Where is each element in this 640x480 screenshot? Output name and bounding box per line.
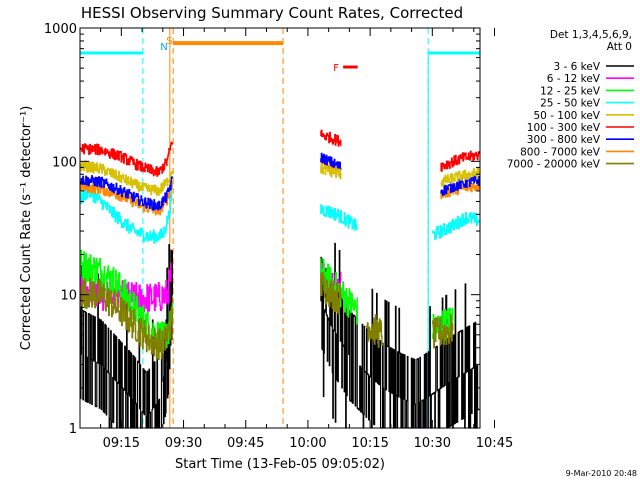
y-tick-label-0: 1 — [69, 422, 77, 437]
legend-header-1: Att 0 — [607, 41, 632, 53]
legend-label-0: 3 - 6 keV — [553, 61, 600, 73]
x-tick-label-0: 09:15 — [103, 436, 140, 451]
x-tick-label-5: 10:30 — [414, 436, 451, 451]
legend-label-3: 25 - 50 keV — [540, 98, 601, 110]
series-0-line — [79, 244, 173, 429]
series-3-line-b — [320, 204, 358, 231]
series-layer — [79, 129, 480, 429]
axes-layer: 09:15 09:30 09:45 10:00 10:15 10:30 10:45 1 10 10… — [44, 22, 513, 451]
y-axis-label: Corrected Count Rate (s⁻¹ detector⁻¹) — [19, 106, 34, 351]
legend-label-4: 50 - 100 keV — [533, 110, 600, 122]
timestamp: 9-Mar-2010 20:48 — [566, 469, 637, 478]
series-5-line — [79, 141, 174, 177]
legend-label-1: 6 - 12 keV — [547, 73, 601, 85]
series-4-line-b — [320, 163, 342, 180]
night-label: N — [160, 42, 167, 53]
flare-label: F — [333, 63, 339, 74]
x-tick-label-6: 10:45 — [476, 436, 513, 451]
series-6-line-b — [320, 152, 342, 171]
legend-label-2: 12 - 25 keV — [540, 85, 601, 97]
series-3-line-b — [432, 211, 480, 240]
series-3-line — [79, 183, 174, 244]
legend-label-7: 800 - 7000 keV — [520, 146, 601, 158]
series-4-line — [79, 160, 174, 196]
x-tick-label-4: 10:15 — [351, 436, 388, 451]
x-tick-label-3: 10:00 — [289, 436, 326, 451]
chart-title: HESSI Observing Summary Count Rates, Cor… — [81, 4, 463, 22]
series-4-line-b — [440, 167, 480, 187]
series-5-line-b — [440, 150, 480, 172]
series-6-line — [79, 175, 174, 211]
legend-label-5: 100 - 300 keV — [527, 122, 601, 134]
x-axis-label: Start Time (13-Feb-05 09:05:02) — [175, 457, 385, 472]
series-6-line-b — [440, 175, 480, 196]
series-8-line-b — [320, 272, 342, 315]
legend-label-6: 300 - 800 keV — [527, 134, 601, 146]
series-0-line-b — [320, 242, 480, 429]
series-8-line-b — [432, 314, 454, 349]
y-tick-label-3: 1000 — [44, 22, 77, 37]
saa-label: S — [166, 36, 172, 47]
legend-header-0: Det 1,3,4,5,6,9, — [550, 29, 632, 41]
series-5-line-b — [320, 129, 342, 147]
x-tick-label-2: 09:45 — [227, 436, 264, 451]
series-8-line-b — [365, 314, 384, 348]
legend-label-8: 7000 - 20000 keV — [507, 159, 601, 171]
plot-frame — [79, 27, 481, 429]
y-tick-label-2: 100 — [52, 155, 77, 170]
x-tick-label-1: 09:30 — [165, 436, 202, 451]
series-8-line — [79, 277, 174, 360]
y-tick-label-1: 10 — [60, 289, 77, 304]
